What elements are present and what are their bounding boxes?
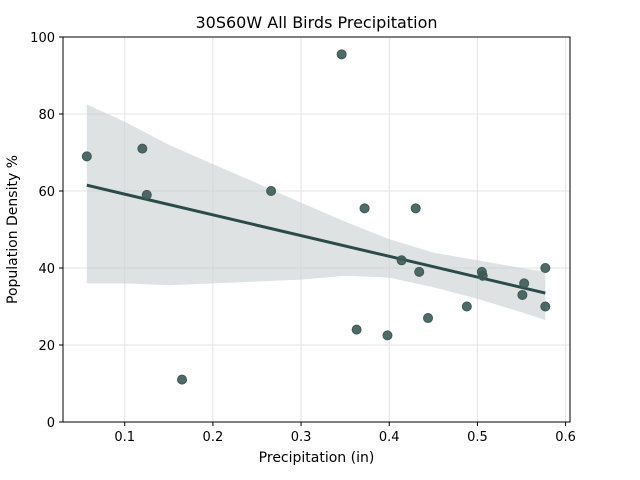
data-point: [517, 289, 528, 300]
regression-line: [86, 183, 546, 295]
x-tick-label: 0.4: [379, 430, 400, 445]
data-point: [266, 186, 277, 196]
data-point: [519, 278, 530, 289]
y-tick-label: 0: [47, 416, 55, 431]
y-tick-label: 100: [30, 31, 55, 46]
x-tick-label: 0.3: [291, 430, 312, 445]
y-tick-label: 20: [38, 339, 55, 354]
y-tick-label: 60: [38, 185, 55, 200]
regression-layer: [86, 183, 546, 295]
y-axis-title: Population Density %: [5, 155, 21, 304]
x-tick-label: 0.2: [203, 430, 224, 445]
data-point: [81, 151, 92, 162]
plot-frame: [62, 36, 571, 423]
data-point: [461, 301, 472, 312]
x-tick-label: 0.6: [555, 430, 576, 445]
data-point: [410, 203, 421, 214]
data-point: [141, 189, 152, 200]
data-point: [540, 301, 551, 312]
confidence-band-layer: [86, 104, 546, 321]
data-point: [396, 255, 407, 266]
points-layer: [81, 49, 551, 385]
y-axis-ticks: 0 20 40 60 80 100: [30, 31, 63, 431]
data-point: [359, 203, 370, 214]
data-point: [477, 270, 488, 281]
data-point: [137, 143, 148, 154]
y-tick-label: 40: [38, 262, 55, 277]
y-tick-label: 80: [38, 108, 55, 123]
confidence-band: [86, 104, 546, 321]
data-point: [423, 313, 434, 324]
data-point: [177, 374, 188, 385]
data-point: [540, 263, 551, 273]
x-axis-ticks: 0.1 0.2 0.3 0.4 0.5 0.6: [114, 422, 576, 445]
data-point: [382, 330, 393, 341]
data-point: [336, 49, 347, 60]
data-point: [351, 324, 362, 335]
x-tick-label: 0.1: [114, 430, 135, 445]
chart-title: 30S60W All Birds Precipitation: [195, 13, 437, 32]
x-tick-label: 0.5: [467, 430, 488, 445]
x-axis-title: Precipitation (in): [259, 450, 375, 466]
data-point: [414, 266, 425, 277]
